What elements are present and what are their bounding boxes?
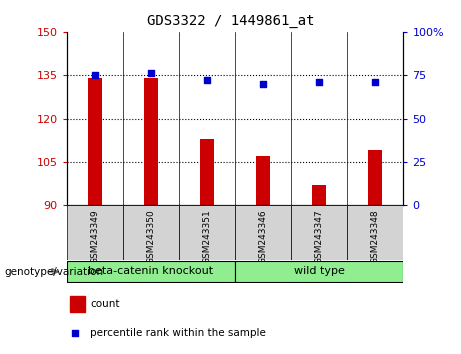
- Bar: [144, 78, 158, 205]
- Text: GDS3322 / 1449861_at: GDS3322 / 1449861_at: [147, 14, 314, 28]
- Bar: [235, 205, 291, 260]
- Text: GSM243351: GSM243351: [202, 210, 212, 264]
- Bar: [123, 205, 179, 260]
- Point: [91, 72, 99, 78]
- Text: genotype/variation: genotype/variation: [5, 267, 104, 277]
- Bar: [88, 78, 102, 205]
- Point: [315, 79, 323, 85]
- Point: [147, 71, 154, 76]
- Bar: [256, 156, 270, 205]
- Text: beta-catenin knockout: beta-catenin knockout: [89, 266, 213, 276]
- Bar: [312, 185, 326, 205]
- Text: percentile rank within the sample: percentile rank within the sample: [90, 328, 266, 338]
- Bar: [70, 296, 85, 312]
- Text: GSM243347: GSM243347: [315, 210, 324, 264]
- Text: count: count: [90, 299, 120, 309]
- Bar: [291, 205, 347, 260]
- Bar: [67, 205, 123, 260]
- Point: [203, 78, 211, 83]
- Text: GSM243346: GSM243346: [259, 210, 268, 264]
- Text: GSM243349: GSM243349: [90, 210, 100, 264]
- Text: GSM243350: GSM243350: [147, 210, 155, 264]
- Bar: [179, 205, 235, 260]
- Point: [71, 331, 79, 336]
- Point: [372, 79, 379, 85]
- Bar: [347, 205, 403, 260]
- Bar: [235, 261, 403, 282]
- Bar: [200, 139, 214, 205]
- Bar: [67, 261, 235, 282]
- Point: [260, 81, 267, 87]
- Bar: [368, 150, 382, 205]
- Text: GSM243348: GSM243348: [371, 210, 380, 264]
- Text: wild type: wild type: [294, 266, 345, 276]
